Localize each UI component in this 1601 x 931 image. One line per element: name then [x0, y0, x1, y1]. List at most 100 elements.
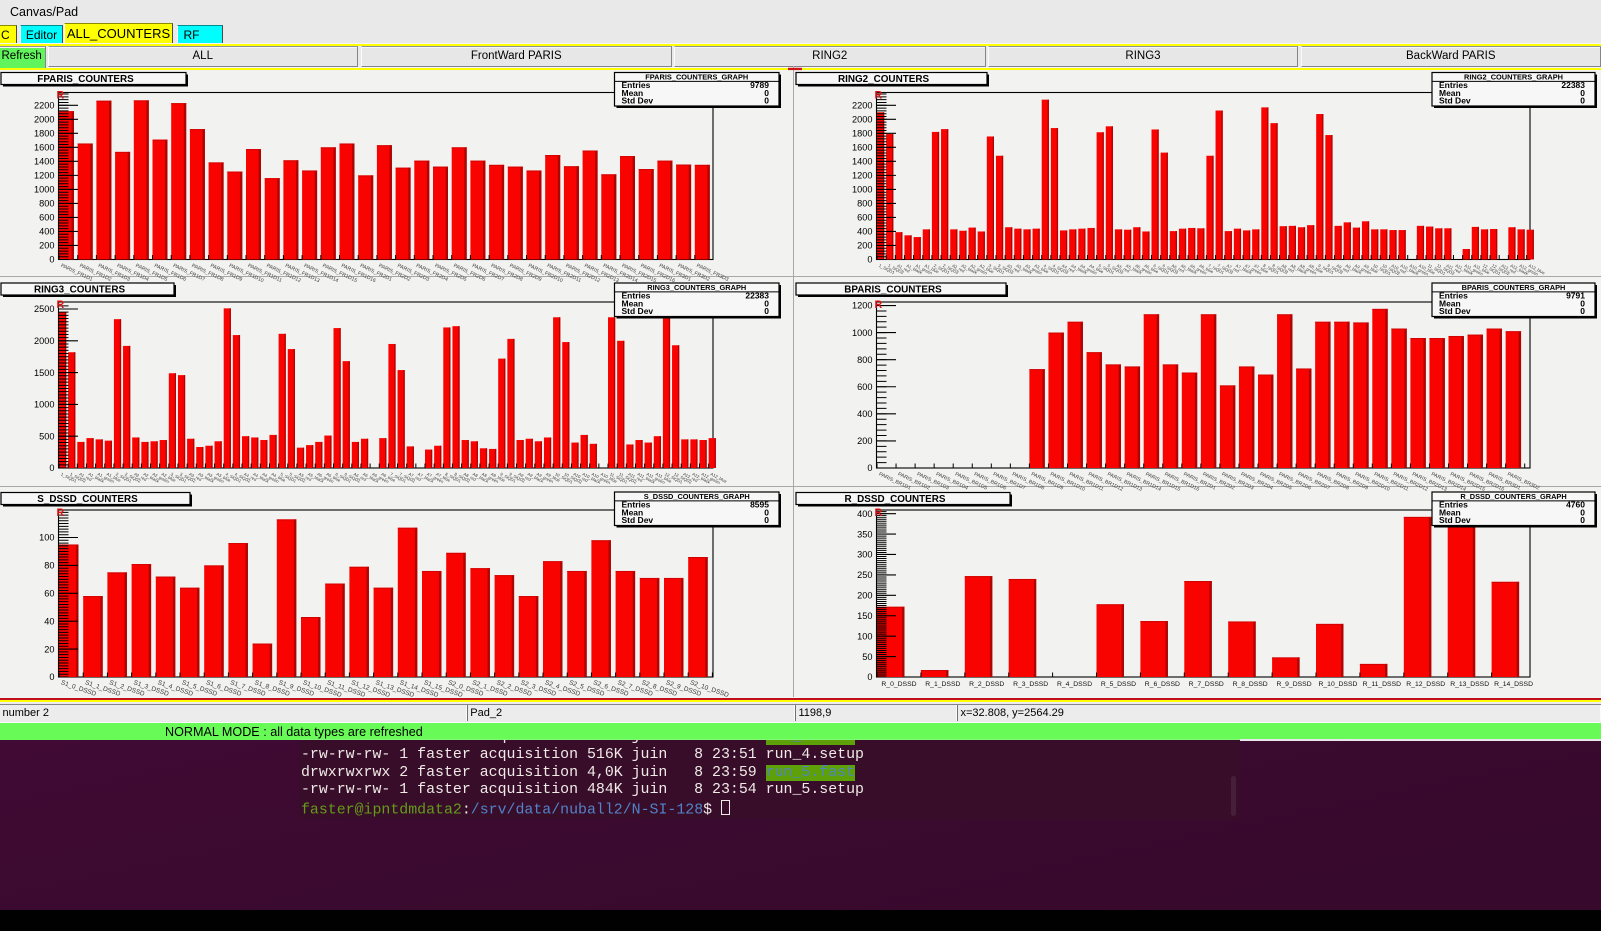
svg-text:A9_blue: A9_blue	[1363, 263, 1380, 275]
svg-text:R: R	[57, 299, 65, 311]
svg-text:Entries: Entries	[622, 80, 651, 90]
svg-text:R_6_DSSD: R_6_DSSD	[1145, 681, 1180, 688]
svg-text:100: 100	[39, 533, 54, 543]
svg-text:250: 250	[857, 570, 872, 580]
svg-text:A12_red: A12_red	[682, 471, 699, 483]
svg-text:A1_blue: A1_blue	[924, 263, 941, 275]
svg-text:A8_red: A8_red	[1281, 263, 1296, 274]
svg-text:400: 400	[857, 227, 872, 237]
svg-text:R: R	[875, 299, 883, 311]
svg-text:50: 50	[862, 652, 872, 662]
svg-text:0: 0	[1580, 88, 1585, 98]
svg-text:1600: 1600	[34, 143, 54, 153]
svg-text:A10_red: A10_red	[572, 471, 589, 483]
svg-text:A4_red: A4_red	[1061, 263, 1076, 274]
svg-text:R: R	[57, 89, 65, 101]
svg-text:R_4_DSSD: R_4_DSSD	[1057, 681, 1092, 688]
svg-text:350: 350	[857, 529, 872, 539]
svg-text:A3_red: A3_red	[1006, 263, 1021, 274]
svg-text:RING3_COUNTERS: RING3_COUNTERS	[34, 285, 125, 296]
svg-text:A5_blue: A5_blue	[1143, 263, 1160, 275]
svg-text:80: 80	[44, 561, 54, 571]
svg-text:0: 0	[1580, 507, 1585, 517]
svg-text:R_11_DSSD: R_11_DSSD	[1363, 681, 1401, 688]
svg-text:A9_blue: A9_blue	[545, 471, 562, 483]
svg-text:20: 20	[44, 644, 54, 654]
svg-text:Mean: Mean	[1439, 298, 1461, 308]
svg-text:0: 0	[1580, 96, 1585, 106]
svg-text:R_13_DSSD: R_13_DSSD	[1450, 681, 1489, 688]
svg-text:1800: 1800	[852, 129, 872, 139]
svg-text:A7_red: A7_red	[408, 471, 423, 482]
svg-text:800: 800	[857, 199, 872, 209]
svg-text:Mean: Mean	[1439, 88, 1461, 98]
svg-text:A6_blue: A6_blue	[380, 471, 397, 483]
svg-text:22383: 22383	[745, 291, 769, 301]
svg-text:0: 0	[764, 306, 769, 316]
svg-text:A7_blue: A7_blue	[1253, 263, 1270, 275]
svg-text:0: 0	[867, 672, 872, 682]
svg-text:0: 0	[1580, 306, 1585, 316]
svg-text:9789: 9789	[750, 80, 769, 90]
svg-text:200: 200	[857, 591, 872, 601]
svg-text:R_10_DSSD: R_10_DSSD	[1318, 681, 1357, 688]
svg-text:A6_blue: A6_blue	[1198, 263, 1215, 275]
svg-text:2000: 2000	[34, 115, 54, 125]
svg-text:0: 0	[49, 672, 54, 682]
svg-text:RING2_COUNTERS_GRAPH: RING2_COUNTERS_GRAPH	[1464, 73, 1563, 82]
svg-text:R_0_DSSD: R_0_DSSD	[881, 681, 916, 688]
svg-text:A1_blue: A1_blue	[106, 471, 123, 483]
svg-text:R_DSSD_COUNTERS: R_DSSD_COUNTERS	[845, 494, 946, 505]
svg-text:1400: 1400	[34, 157, 54, 167]
svg-text:1800: 1800	[34, 129, 54, 139]
svg-text:A7_blue: A7_blue	[435, 471, 452, 483]
svg-text:A2_red: A2_red	[133, 471, 148, 482]
svg-text:600: 600	[857, 213, 872, 223]
svg-text:Std Dev: Std Dev	[1439, 96, 1471, 106]
svg-text:A5_red: A5_red	[1116, 263, 1131, 274]
svg-text:300: 300	[857, 550, 872, 560]
svg-text:A3_blue: A3_blue	[216, 471, 233, 483]
svg-text:Mean: Mean	[622, 88, 644, 98]
svg-text:1200: 1200	[34, 171, 54, 181]
svg-text:1200: 1200	[852, 301, 872, 311]
svg-text:0: 0	[764, 507, 769, 517]
svg-text:0: 0	[764, 88, 769, 98]
svg-text:A9_red: A9_red	[518, 471, 533, 482]
svg-text:400: 400	[39, 227, 54, 237]
svg-text:A11_red: A11_red	[1445, 263, 1462, 275]
svg-text:A4_red: A4_red	[243, 471, 258, 482]
svg-text:0: 0	[1580, 298, 1585, 308]
svg-text:R_12_DSSD: R_12_DSSD	[1406, 681, 1445, 688]
svg-text:A3_blue: A3_blue	[1034, 263, 1051, 275]
svg-text:2200: 2200	[852, 100, 872, 110]
svg-text:R_8_DSSD: R_8_DSSD	[1233, 681, 1268, 688]
svg-text:0: 0	[1580, 515, 1585, 525]
svg-text:500: 500	[39, 431, 54, 441]
svg-text:Entries: Entries	[1439, 80, 1468, 90]
svg-text:2000: 2000	[34, 336, 54, 346]
svg-text:RING3_COUNTERS_GRAPH: RING3_COUNTERS_GRAPH	[647, 283, 746, 292]
svg-text:RING2_COUNTERS: RING2_COUNTERS	[838, 74, 929, 85]
svg-text:1000: 1000	[852, 185, 872, 195]
svg-text:1000: 1000	[34, 185, 54, 195]
svg-text:A6_red: A6_red	[353, 471, 368, 482]
svg-text:60: 60	[44, 589, 54, 599]
svg-text:100: 100	[857, 631, 872, 641]
svg-text:9791: 9791	[1566, 291, 1585, 301]
svg-text:R_3_DSSD: R_3_DSSD	[1013, 681, 1048, 688]
svg-text:Entries: Entries	[1439, 500, 1468, 510]
svg-text:A2_blue: A2_blue	[161, 471, 178, 483]
svg-text:0: 0	[764, 515, 769, 525]
svg-text:1200: 1200	[852, 171, 872, 181]
svg-text:R: R	[875, 89, 883, 101]
svg-text:Std Dev: Std Dev	[1439, 306, 1471, 316]
svg-text:R_9_DSSD: R_9_DSSD	[1276, 681, 1311, 688]
svg-text:Std Dev: Std Dev	[622, 306, 654, 316]
svg-text:S_DSSD_COUNTERS: S_DSSD_COUNTERS	[37, 494, 138, 505]
svg-text:0: 0	[49, 255, 54, 265]
svg-text:A2_red: A2_red	[951, 263, 966, 274]
svg-text:A5_blue: A5_blue	[325, 471, 342, 483]
svg-text:BPARIS_COUNTERS_GRAPH: BPARIS_COUNTERS_GRAPH	[1462, 283, 1566, 292]
svg-text:Entries: Entries	[1439, 291, 1468, 301]
